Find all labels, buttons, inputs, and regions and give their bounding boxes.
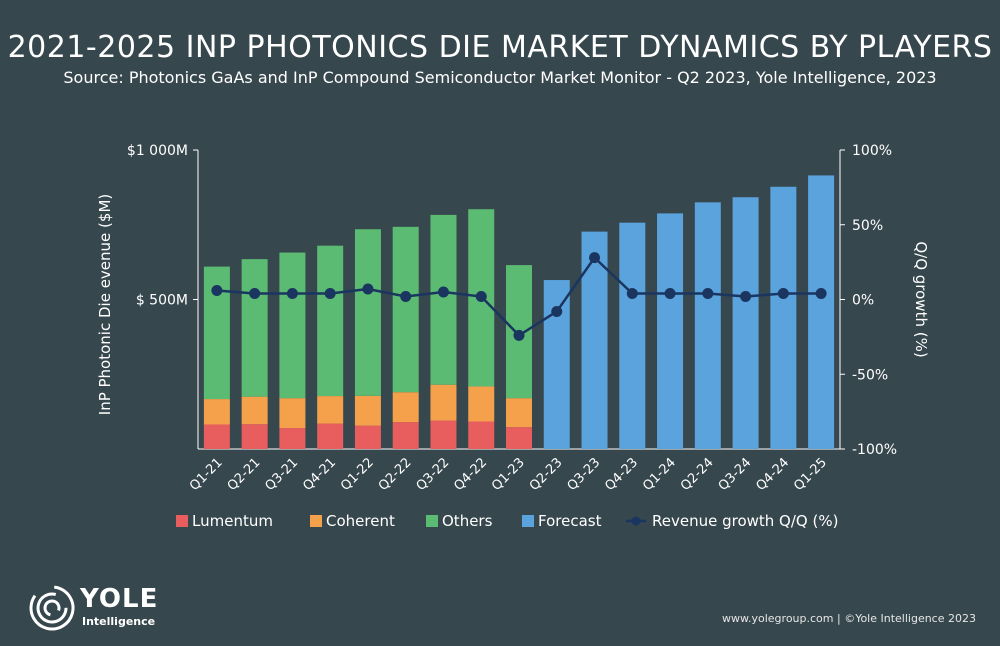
growth-point [777,288,789,300]
bar-forecast-q3-23 [581,231,608,449]
bar-lumentum-q1-22 [354,425,381,449]
y-tick-label: $ 500M [136,293,188,309]
growth-point [324,288,336,300]
legend-swatch [426,515,438,527]
bar-others-q3-21 [279,252,306,399]
x-tick-label: Q2-23 [527,455,566,494]
growth-point [475,291,487,303]
bar-lumentum-q3-22 [430,420,457,449]
growth-point [400,291,412,303]
bar-forecast-q4-24 [770,186,797,450]
logo-subtitle: Intelligence [82,615,156,628]
growth-point [249,288,261,300]
bar-coherent-q4-22 [468,386,495,422]
x-tick-label: Q1-21 [187,455,226,494]
bar-coherent-q1-22 [354,395,381,426]
bar-others-q2-22 [392,226,419,393]
bar-forecast-q2-23 [543,280,570,449]
bar-others-q2-21 [241,259,268,397]
bar-coherent-q1-23 [506,398,532,428]
growth-point [589,252,601,264]
bar-coherent-q3-22 [430,384,457,421]
growth-point [211,285,223,297]
legend-swatch [522,515,534,527]
x-tick-label: Q4-21 [300,455,339,494]
bar-others-q4-21 [317,245,344,397]
yole-logo-icon [29,585,75,631]
x-tick-label: Q4-23 [602,455,641,494]
bar-lumentum-q3-21 [279,428,306,449]
growth-point [702,288,714,300]
growth-point [626,288,638,300]
x-tick-label: Q2-24 [678,455,717,494]
y2-tick-label: -50% [852,367,888,383]
x-tick-label: Q4-24 [753,455,792,494]
x-tick-label: Q1-24 [640,455,679,494]
growth-point [664,288,676,300]
yole-logo: YOLE Intelligence [28,584,178,632]
bar-lumentum-q1-23 [506,427,532,449]
bar-lumentum-q4-21 [317,423,344,449]
bar-lumentum-q1-21 [203,424,230,449]
bar-forecast-q1-25 [808,175,835,450]
y2-axis-label: Q/Q growth (%) [912,241,930,357]
bar-coherent-q4-21 [317,396,344,424]
bar-others-q1-22 [354,229,381,396]
bar-others-q3-22 [430,214,457,385]
bar-coherent-q3-21 [279,398,306,429]
x-tick-label: Q3-23 [565,455,604,494]
legend-swatch [176,515,188,527]
x-tick-label: Q1-22 [338,455,377,494]
bar-lumentum-q2-22 [392,422,419,449]
logo-wordmark: YOLE [80,584,159,614]
growth-point [740,291,752,303]
legend-label: Forecast [538,512,602,530]
growth-point [551,305,563,317]
x-tick-label: Q1-23 [489,455,528,494]
y2-tick-label: -100% [852,442,897,458]
growth-point [286,288,298,300]
growth-point [513,329,525,341]
legend-label: Revenue growth Q/Q (%) [652,512,838,530]
y2-tick-label: 50% [852,218,883,234]
bar-lumentum-q4-22 [468,421,495,449]
growth-point [437,286,449,298]
x-tick-label: Q2-21 [225,455,264,494]
bar-forecast-q3-24 [732,197,759,449]
chart-title: 2021-2025 INP PHOTONICS DIE MARKET DYNAM… [7,30,993,65]
x-tick-label: Q3-21 [263,455,302,494]
growth-point [362,283,374,295]
y2-tick-label: 0% [852,293,874,309]
bar-lumentum-q2-21 [241,424,268,449]
legend-marker [631,516,641,526]
chart-subtitle: Source: Photonics GaAs and InP Compound … [63,68,937,87]
y-tick-label: $1 000M [127,143,188,159]
x-tick-label: Q2-22 [376,455,415,494]
footer-credit: www.yolegroup.com | ©Yole Intelligence 2… [722,612,976,625]
bar-coherent-q2-22 [392,392,419,423]
growth-point [815,288,827,300]
y-axis-label: InP Photonic Die evenue ($M) [96,194,114,415]
x-tick-label: Q4-22 [451,455,490,494]
legend-label: Coherent [326,512,395,530]
x-tick-label: Q3-24 [716,455,755,494]
legend-swatch [310,515,322,527]
legend-label: Lumentum [192,512,273,530]
bar-forecast-q4-23 [619,222,646,449]
bar-forecast-q2-24 [694,202,721,449]
y2-tick-label: 100% [852,143,892,159]
legend-label: Others [442,512,493,530]
bar-coherent-q1-21 [203,399,230,425]
x-tick-label: Q1-25 [791,455,830,494]
x-tick-label: Q3-22 [414,455,453,494]
bar-forecast-q1-24 [657,213,684,449]
bar-coherent-q2-21 [241,396,268,425]
